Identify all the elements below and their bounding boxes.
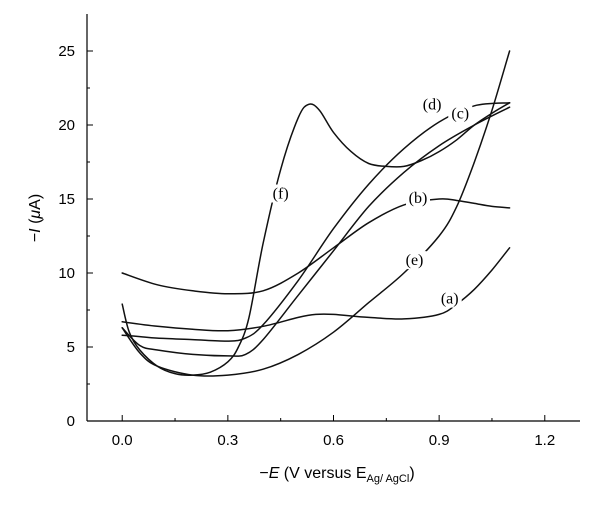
x-ticks: 0.0 0.3 0.6 0.9 1.2: [112, 415, 555, 449]
y-tick-label: 0: [67, 413, 75, 430]
y-tick-label: 5: [67, 339, 75, 356]
x-tick-label: 0.3: [217, 432, 238, 449]
y-ticks: 0 5 10 15 20 25: [58, 43, 93, 430]
curve-label-bg: [448, 104, 473, 123]
y-tick-label: 20: [58, 117, 75, 134]
series-line-e: [121, 50, 511, 377]
curve-label-bg: [402, 251, 427, 270]
curve-label-b: (b): [409, 190, 428, 207]
series-line-d: [121, 102, 511, 342]
y-tick-label: 25: [58, 43, 75, 60]
x-tick-label: 0.0: [112, 432, 133, 449]
x-tick-label: 1.2: [534, 432, 555, 449]
curve-label-c: (c): [451, 106, 469, 123]
curves: [121, 50, 511, 377]
y-axis-label: −I (μA): [27, 194, 44, 242]
curve-labels: (a) (b) (c) (d) (e) (f): [268, 95, 473, 308]
series-line-c: [121, 106, 511, 357]
curve-label-a: (a): [441, 291, 459, 308]
curve-label-bg: [420, 95, 445, 114]
series-line-f: [121, 102, 511, 376]
x-tick-label: 0.6: [323, 432, 344, 449]
series-line-b: [121, 198, 511, 295]
x-axis-label: −E (V versus EAg/ AgCl): [259, 465, 414, 485]
curve-label-bg: [406, 188, 431, 207]
curve-label-bg: [437, 289, 462, 308]
curve-label-f: (f): [273, 186, 289, 203]
curve-label-e: (e): [406, 252, 424, 269]
curve-label-d: (d): [423, 97, 442, 114]
x-tick-label: 0.9: [429, 432, 450, 449]
curve-label-bg: [268, 184, 293, 203]
plot-area: [86, 14, 580, 422]
y-tick-label: 15: [58, 191, 75, 208]
series-line-a: [121, 247, 511, 332]
y-tick-label: 10: [58, 265, 75, 282]
